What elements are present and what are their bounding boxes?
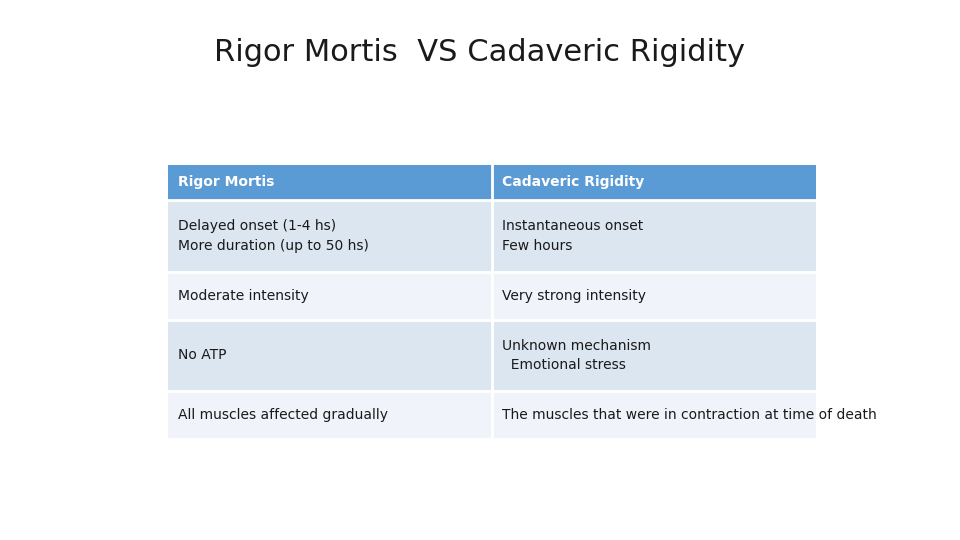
Bar (168, 320, 492, 392)
Text: Rigor Mortis: Rigor Mortis (178, 176, 275, 190)
Bar (492, 272, 816, 320)
Bar (168, 392, 492, 439)
Bar (492, 392, 816, 439)
Bar (492, 165, 816, 200)
Text: The muscles that were in contraction at time of death: The muscles that were in contraction at … (502, 408, 876, 422)
Text: Very strong intensity: Very strong intensity (502, 289, 646, 303)
Bar (492, 320, 816, 392)
Bar (168, 272, 492, 320)
Text: Instantaneous onset
Few hours: Instantaneous onset Few hours (502, 219, 643, 253)
Bar (492, 200, 816, 272)
Text: Rigor Mortis  VS Cadaveric Rigidity: Rigor Mortis VS Cadaveric Rigidity (214, 38, 746, 67)
Text: Cadaveric Rigidity: Cadaveric Rigidity (502, 176, 644, 190)
Bar (168, 200, 492, 272)
Text: Delayed onset (1-4 hs)
More duration (up to 50 hs): Delayed onset (1-4 hs) More duration (up… (178, 219, 369, 253)
Text: All muscles affected gradually: All muscles affected gradually (178, 408, 388, 422)
Text: Unknown mechanism
  Emotional stress: Unknown mechanism Emotional stress (502, 339, 651, 372)
Bar (168, 165, 492, 200)
Text: Moderate intensity: Moderate intensity (178, 289, 309, 303)
Text: No ATP: No ATP (178, 348, 227, 362)
